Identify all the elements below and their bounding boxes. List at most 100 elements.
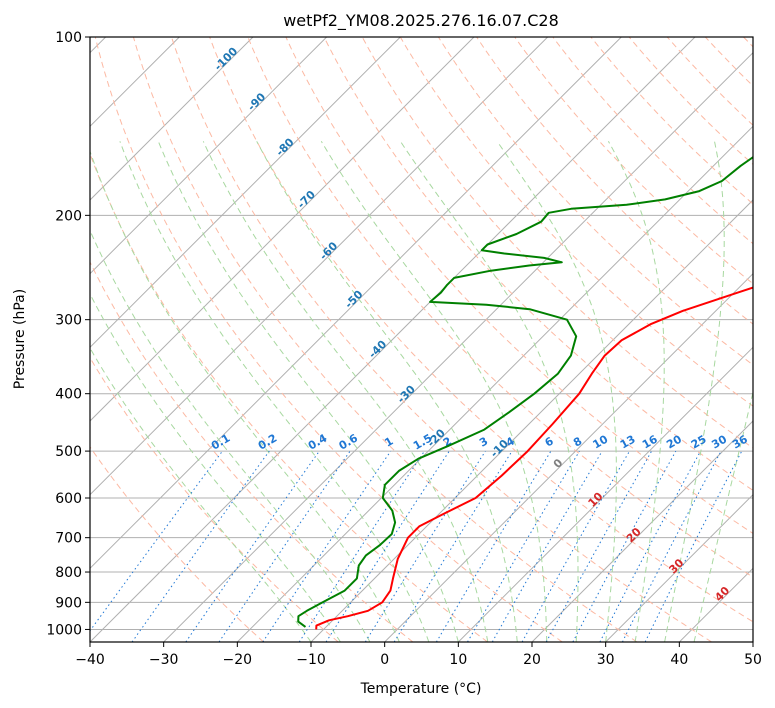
isotherm-line <box>531 420 753 642</box>
dry-adiabat-line <box>590 37 753 205</box>
temperature-profile-line <box>315 286 753 630</box>
moist-adiabat-line <box>157 141 459 642</box>
isotherm-line <box>605 493 753 642</box>
moist-adiabat-line <box>607 141 665 642</box>
moist-adiabat-label: 10 <box>586 490 606 510</box>
y-tick-label: 800 <box>55 565 82 581</box>
mixing-ratio-line <box>393 450 513 642</box>
moist-adiabat-line <box>399 141 579 642</box>
x-tick-label: 30 <box>597 652 615 668</box>
x-tick-label: 0 <box>380 652 389 668</box>
moist-adiabat-line <box>256 141 518 642</box>
isotherm-label: -40 <box>366 338 389 361</box>
mixing-ratio-label: 20 <box>664 432 684 451</box>
isotherm-line <box>236 125 753 642</box>
mixing-ratio-label: 0.1 <box>209 432 232 453</box>
mixing-ratio-line <box>90 450 223 632</box>
dewpoint-profile-line <box>297 155 753 628</box>
x-tick-label: 40 <box>670 652 688 668</box>
x-axis-title: Temperature (°C) <box>360 681 482 697</box>
mixing-ratio-line <box>185 450 320 642</box>
isotherm-line <box>384 272 753 642</box>
mixing-ratio-label: 8 <box>571 435 584 450</box>
mixing-ratio-label: 3 <box>477 435 490 450</box>
mixing-ratio-label: 6 <box>543 434 556 449</box>
isotherm-label: -90 <box>245 90 268 113</box>
mixing-ratio-label: 0.4 <box>306 431 330 452</box>
dry-adiabat-line <box>704 37 753 87</box>
mixing-ratio-line <box>545 450 653 642</box>
mixing-ratio-line <box>131 450 270 642</box>
isotherm-label: -100 <box>212 44 241 73</box>
x-tick-label: 20 <box>523 652 541 668</box>
moist-adiabat-line <box>664 141 725 642</box>
dry-adiabat-line <box>247 37 753 578</box>
isotherm-line <box>90 37 328 275</box>
moist-adiabat-line <box>90 347 312 642</box>
mixing-ratio-line <box>599 450 701 642</box>
mixing-ratio-line <box>325 450 450 642</box>
y-tick-label: 1000 <box>46 622 82 638</box>
mixing-ratio-label: 25 <box>689 433 709 452</box>
y-tick-label: 600 <box>55 491 82 507</box>
y-tick-label: 300 <box>55 313 82 329</box>
isotherm-line <box>678 567 753 642</box>
mixing-ratio-label: 0.2 <box>256 432 279 453</box>
isotherm-label: -60 <box>317 239 340 262</box>
moist-adiabat-line <box>90 293 341 642</box>
moist-adiabat-line <box>496 141 617 642</box>
background-lines <box>90 37 753 642</box>
mixing-ratio-line <box>298 450 425 642</box>
moist-adiabat-line <box>90 229 371 642</box>
moist-adiabat-line <box>320 141 548 642</box>
moist-adiabat-line <box>202 141 489 642</box>
mixing-ratio-label: 30 <box>709 432 729 451</box>
moist-adiabat-line <box>119 141 430 642</box>
dry-adiabat-line <box>476 37 753 325</box>
plot-frame <box>89 36 754 643</box>
x-tick-label: −30 <box>149 652 179 668</box>
isotherm-line <box>90 37 475 422</box>
isotherm-line <box>90 37 254 201</box>
isotherm-line <box>90 37 401 349</box>
dry-adiabat-line <box>514 37 753 285</box>
mixing-ratio-line <box>435 450 552 642</box>
moist-adiabat-line <box>90 149 400 642</box>
mixing-ratio-line <box>521 450 630 642</box>
mixing-ratio-label: 10 <box>591 432 611 451</box>
mixing-ratio-line <box>218 450 351 642</box>
moist-adiabat-label: 20 <box>624 525 644 545</box>
plot-area: 0.1 0.2 0.4 0.6 1 1.5 2 3 4 6 8 10 13 16 20 25 30 36-100-… <box>90 37 753 642</box>
isotherm-label: -80 <box>273 135 296 158</box>
dry-adiabat-line <box>666 37 753 126</box>
mixing-ratio-label: 16 <box>640 432 660 451</box>
y-tick-label: 900 <box>55 595 82 611</box>
isotherm-line <box>90 37 622 570</box>
mixing-ratio-line <box>467 450 580 642</box>
x-tick-label: −20 <box>223 652 253 668</box>
isotherm-label: -30 <box>395 383 418 406</box>
moist-adiabat-label: 40 <box>712 584 732 604</box>
isotherm-line <box>90 37 549 496</box>
pressure-gridlines <box>90 37 753 630</box>
x-tick-label: −10 <box>296 652 326 668</box>
x-tick-label: 50 <box>744 652 762 668</box>
y-tick-label: 500 <box>55 444 82 460</box>
dry-adiabat-line <box>90 152 488 642</box>
mixing-ratio-label: 36 <box>730 432 750 451</box>
x-tick-label: 10 <box>449 652 467 668</box>
dry-adiabat-line <box>171 37 712 642</box>
y-axis-title: Pressure (hPa) <box>12 289 28 389</box>
dry-adiabat-line <box>437 37 753 366</box>
mixing-ratio-label: 1 <box>382 435 395 450</box>
x-tick-label: −40 <box>75 652 105 668</box>
dry-adiabat-line <box>743 37 753 48</box>
mixing-ratio-line <box>364 450 486 642</box>
y-tick-label: 100 <box>55 30 82 46</box>
dry-adiabat-line <box>94 37 563 642</box>
line-labels: 0.1 0.2 0.4 0.6 1 1.5 2 3 4 6 8 10 13 16 20 25 30 36-100-… <box>209 44 750 604</box>
moist-adiabat-line <box>693 390 753 642</box>
y-tick-label: 700 <box>55 531 82 547</box>
